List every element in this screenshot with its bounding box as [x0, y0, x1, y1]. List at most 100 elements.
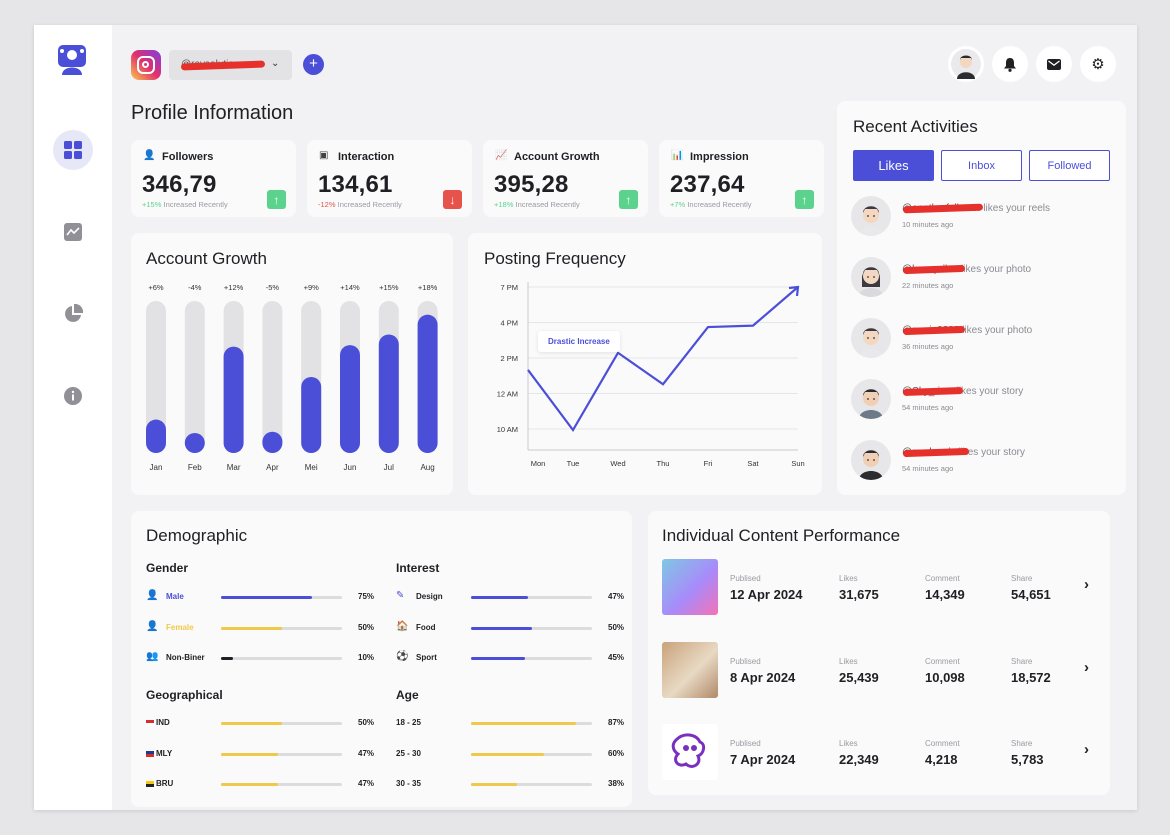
y-tick-label: 10 AM: [497, 425, 518, 434]
progress-track: [221, 626, 342, 630]
interest-icon: ⚽: [396, 651, 409, 662]
arrow-up-icon: ↑: [267, 190, 286, 209]
progress-fill: [471, 783, 517, 786]
stat-icon: 👤: [143, 150, 156, 161]
activity-action: likes your story: [956, 386, 1024, 397]
avatar[interactable]: [851, 196, 891, 236]
nav-analytics[interactable]: [53, 212, 93, 252]
content-row[interactable]: Publised 12 Apr 2024 Likes 31,675 Comment 14,…: [662, 559, 1096, 615]
geo-percent: 47%: [358, 748, 375, 758]
bar[interactable]: [378, 334, 399, 453]
chevron-right-icon[interactable]: ›: [1084, 658, 1089, 676]
bell-icon: [1004, 57, 1016, 72]
stat-value: 134,61: [318, 171, 393, 198]
chevron-down-icon: ⌄: [271, 58, 280, 69]
share-count: 5,783: [1011, 752, 1044, 767]
pie-chart-icon: [65, 304, 83, 322]
y-tick-label: 2 PM: [500, 354, 518, 363]
tab-likes[interactable]: Likes: [853, 150, 934, 181]
chevron-right-icon[interactable]: ›: [1084, 741, 1089, 758]
x-tick-label: Mei: [305, 463, 318, 472]
age-percent: 87%: [608, 718, 625, 727]
app-logo[interactable]: [56, 43, 88, 77]
likes-count: 31,675: [839, 587, 879, 602]
stat-card[interactable]: 👤 Followers 346,79 +15% Increased Recently ↑: [131, 140, 296, 217]
content-thumbnail[interactable]: [662, 724, 718, 780]
add-account-button[interactable]: +: [303, 54, 324, 75]
likes-count-label: Likes: [839, 574, 858, 583]
avatar[interactable]: [851, 440, 891, 480]
geo-percent: 47%: [358, 779, 375, 788]
avatar[interactable]: [851, 379, 891, 419]
nav-info[interactable]: [53, 376, 93, 416]
bar[interactable]: [184, 433, 205, 453]
x-tick-label: Jun: [344, 463, 357, 472]
progress-fill: [471, 596, 528, 599]
page-title: Profile Information: [131, 102, 294, 124]
messages-button[interactable]: [1036, 46, 1072, 82]
bar[interactable]: [146, 419, 166, 453]
share-count-label: Share: [1011, 739, 1033, 748]
x-tick-label: Aug: [420, 463, 434, 472]
share-count-label: Share: [1011, 656, 1033, 666]
geo-label: BRU: [156, 779, 174, 788]
content-row[interactable]: Publised 8 Apr 2024 Likes 25,439 Comment 10,0…: [662, 641, 1096, 698]
bar[interactable]: [417, 314, 438, 453]
stat-card[interactable]: 📈 Account Growth 395,28 +18% Increased Rece…: [483, 140, 648, 217]
bar[interactable]: [340, 345, 360, 453]
bar[interactable]: [262, 431, 283, 453]
interest-label: Food: [416, 622, 436, 632]
stat-value: 346,79: [142, 171, 217, 198]
avatar[interactable]: [851, 318, 891, 358]
stat-card[interactable]: ▣ Interaction 134,61 -12% Increased Recentl…: [307, 140, 472, 217]
bar-data-label: -5%: [266, 283, 280, 292]
progress-fill: [221, 657, 234, 660]
account-selector[interactable]: @raysolution ⌄: [169, 50, 292, 80]
avatar[interactable]: [851, 257, 891, 297]
interest-icon: 🏠: [396, 620, 409, 632]
stat-change-value: +18%: [494, 200, 514, 209]
stat-change-note: Increased Recently: [337, 200, 402, 209]
activity-time: 54 minutes ago: [902, 464, 954, 473]
progress-track: [221, 722, 342, 725]
bar[interactable]: [223, 346, 244, 453]
progress-track: [221, 752, 342, 756]
instagram-icon[interactable]: [131, 50, 161, 80]
nav-reports[interactable]: [53, 294, 93, 334]
series-line[interactable]: [527, 286, 799, 432]
bar-track: [184, 301, 205, 453]
activity-action: likes your reels: [983, 203, 1051, 214]
arrow-up-icon: ↑: [619, 190, 638, 209]
content-row[interactable]: Publised 7 Apr 2024 Likes 22,349 Comment 4,21…: [662, 724, 1096, 780]
info-icon: [64, 387, 82, 405]
stat-card[interactable]: 📊 Impression 237,64 +7% Increased Recently ↑: [659, 140, 824, 217]
tab-inbox[interactable]: Inbox: [941, 150, 1022, 181]
geo-label: MLY: [156, 748, 173, 758]
bar[interactable]: [301, 377, 322, 453]
sidebar: [34, 25, 112, 810]
activity-time: 54 minutes ago: [902, 403, 954, 412]
settings-button[interactable]: ⚙: [1080, 46, 1116, 82]
progress-fill: [471, 626, 532, 630]
content-thumbnail[interactable]: [662, 641, 718, 698]
chevron-right-icon[interactable]: ›: [1084, 576, 1089, 593]
nav-dashboard[interactable]: [53, 130, 93, 170]
activity-action: likes your photo: [961, 264, 1032, 275]
stat-change-note: Increased Recently: [687, 200, 752, 209]
user-avatar[interactable]: [948, 46, 984, 82]
y-tick-label: 4 PM: [500, 319, 518, 328]
account-growth-title: Account Growth: [146, 249, 267, 268]
notifications-button[interactable]: [992, 46, 1028, 82]
progress-track: [221, 596, 342, 599]
y-tick-label: 7 PM: [500, 283, 518, 292]
tab-followed[interactable]: Followed: [1029, 150, 1110, 181]
content-thumbnail[interactable]: [662, 559, 718, 615]
age-label: 30 - 35: [396, 779, 421, 788]
stat-value: 237,64: [670, 171, 745, 198]
trend-chart-icon: [64, 223, 82, 241]
